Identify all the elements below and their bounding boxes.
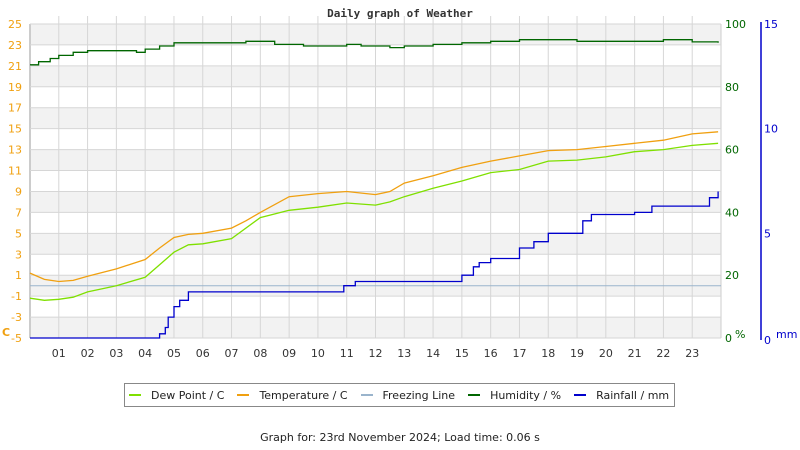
left-axis-temperature: 25 23 21 19 17 15 13 11 9 7 5 3 1 -1 -3 -5C [2,18,22,345]
y-tick-label: -1 [11,290,22,303]
y-tick-label: 23 [8,39,22,52]
humidity-tick-label: 40 [725,206,739,219]
legend-label: Dew Point / C [151,388,225,402]
x-axis-hours: 01 02 03 04 05 06 07 08 09 10 11 12 13 14 15 16 17 18 19 20… [52,347,699,360]
x-tick-label: 23 [685,347,699,360]
footer-status: Graph for: 23rd November 2024; Load time… [260,431,540,444]
y-tick-label: 15 [8,123,22,136]
x-tick-label: 17 [512,347,526,360]
y-tick-label: 19 [8,81,22,94]
x-tick-label: 21 [628,347,642,360]
x-tick-label: 06 [196,347,210,360]
legend-item-temperature: Temperature / C [237,388,348,402]
humidity-tick-label: 0 [725,332,732,345]
rainfall-tick-label: 0 [764,334,771,347]
x-tick-label: 15 [455,347,469,360]
humidity-axis-unit: % [735,328,745,341]
y-tick-label: -5 [11,332,22,345]
x-tick-label: 12 [369,347,383,360]
x-tick-label: 08 [253,347,267,360]
legend-item-freezing-line: Freezing Line [360,388,456,402]
humidity-tick-label: 80 [725,81,739,94]
legend-item-rainfall: Rainfall / mm [574,389,669,402]
rainfall-tick-label: 15 [764,18,778,31]
legend-label: Freezing Line [382,388,456,402]
series-line-rainfall-mm [30,191,719,339]
x-tick-label: 18 [541,347,555,360]
y-tick-label: 13 [8,144,22,157]
y-tick-label: 3 [15,248,22,261]
y-tick-label: 21 [8,60,22,73]
series-line-humidity- [30,39,719,66]
x-tick-label: 16 [484,347,498,360]
data-series [29,39,721,339]
vertical-gridlines [29,16,722,338]
y-tick-label: 9 [15,185,22,198]
x-tick-label: 22 [656,347,670,360]
x-tick-label: 01 [52,347,66,360]
legend-label: Rainfall / mm [596,388,670,402]
freezing-line-swatch [360,394,373,396]
legend-item-dew-point: Dew Point / C [129,389,224,402]
x-tick-label: 14 [426,347,440,360]
legend-item-humidity: Humidity / % [468,389,561,402]
y-tick-label: 7 [15,206,22,219]
chart-title: Daily graph of Weather [327,7,473,20]
humidity-swatch [468,394,481,396]
x-tick-label: 09 [282,347,296,360]
y-tick-label: 5 [15,227,22,240]
x-tick-label: 05 [167,347,181,360]
y-tick-label: 1 [15,269,22,282]
y-tick-label: 17 [8,102,22,115]
x-tick-label: 13 [397,347,411,360]
x-tick-label: 03 [109,347,123,360]
rainfall-axis-unit: mm [776,328,797,341]
series-line-temperature-c [29,131,719,283]
left-axis-unit: C [2,326,10,339]
rainfall-tick-label: 5 [764,227,771,240]
humidity-tick-label: 100 [725,18,746,31]
x-tick-label: 11 [340,347,354,360]
right-axis-humidity: 100 80 60 40 20 0% [725,18,746,345]
legend-label: Humidity / % [490,388,562,402]
series-line-dew-point-c [29,142,719,301]
humidity-tick-label: 20 [725,269,739,282]
legend-label: Temperature / C [259,388,348,402]
x-tick-label: 02 [81,347,95,360]
x-tick-label: 19 [570,347,584,360]
x-tick-label: 10 [311,347,325,360]
y-tick-label: 25 [8,18,22,31]
legend: Dew Point / C Temperature / C Freezing L… [124,383,675,407]
dew-point-swatch [129,394,141,396]
rainfall-tick-label: 10 [764,123,778,136]
humidity-tick-label: 60 [725,144,739,157]
y-tick-label: -3 [11,311,22,324]
right-axis-rainfall: 15 10 5 0 mm [760,18,797,347]
temperature-swatch [237,394,250,396]
x-tick-label: 20 [599,347,613,360]
horizontal-gridlines [30,23,721,339]
rainfall-swatch [574,394,587,396]
x-tick-label: 04 [138,347,152,360]
x-tick-label: 07 [225,347,239,360]
y-tick-label: 11 [8,165,22,178]
